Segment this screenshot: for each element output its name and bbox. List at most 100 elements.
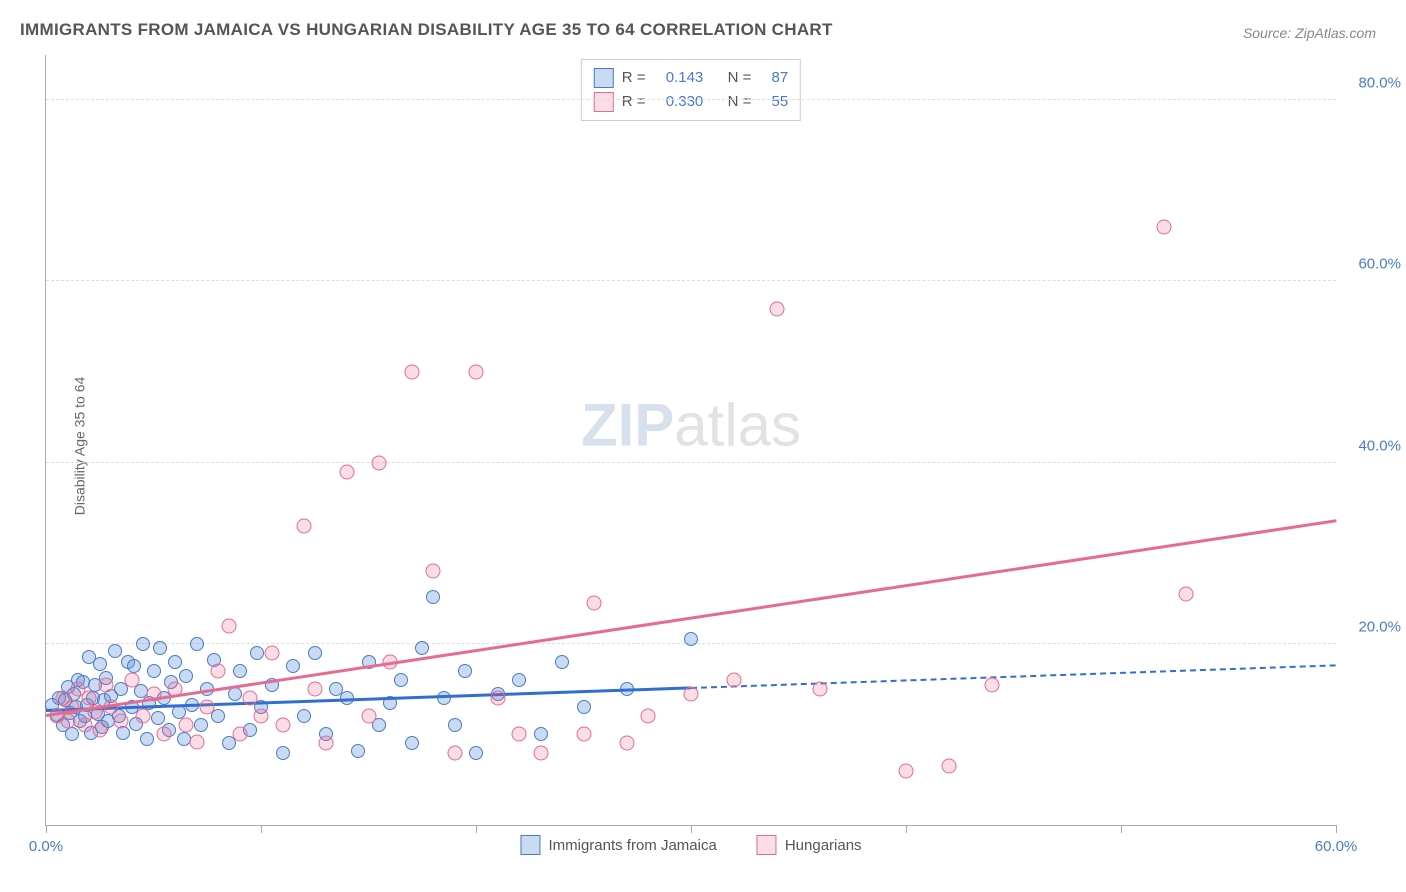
- data-point: [233, 664, 247, 678]
- data-point: [297, 709, 311, 723]
- data-point: [437, 691, 451, 705]
- gridline: [46, 99, 1336, 100]
- gridline: [46, 462, 1336, 463]
- x-tick-label: 60.0%: [1315, 838, 1358, 855]
- legend-item-hungarians: Hungarians: [757, 835, 862, 855]
- data-point: [727, 673, 742, 688]
- data-point: [684, 632, 698, 646]
- data-point: [426, 590, 440, 604]
- data-point: [490, 691, 505, 706]
- data-point: [458, 664, 472, 678]
- data-point: [232, 727, 247, 742]
- swatch-jamaica-bottom: [520, 835, 540, 855]
- data-point: [899, 763, 914, 778]
- legend-item-jamaica: Immigrants from Jamaica: [520, 835, 716, 855]
- data-point: [168, 655, 182, 669]
- data-point: [125, 673, 140, 688]
- x-tick: [691, 825, 692, 833]
- x-tick: [1336, 825, 1337, 833]
- data-point: [179, 669, 193, 683]
- data-point: [99, 677, 114, 692]
- data-point: [512, 673, 526, 687]
- data-point: [469, 365, 484, 380]
- x-tick-label: 0.0%: [29, 838, 63, 855]
- gridline: [46, 280, 1336, 281]
- legend-label: Hungarians: [785, 837, 862, 854]
- x-tick: [476, 825, 477, 833]
- data-point: [770, 301, 785, 316]
- correlation-legend: R = 0.143 N = 87 R = 0.330 N = 55: [581, 59, 801, 121]
- data-point: [372, 455, 387, 470]
- data-point: [276, 746, 290, 760]
- data-point: [136, 637, 150, 651]
- chart-title: IMMIGRANTS FROM JAMAICA VS HUNGARIAN DIS…: [20, 20, 833, 40]
- data-point: [275, 718, 290, 733]
- data-point: [157, 727, 172, 742]
- x-tick: [1121, 825, 1122, 833]
- scatter-plot: ZIPatlas R = 0.143 N = 87 R = 0.330 N = …: [45, 55, 1336, 826]
- y-tick-label: 60.0%: [1358, 256, 1401, 273]
- data-point: [211, 664, 226, 679]
- data-point: [576, 727, 591, 742]
- data-point: [228, 687, 242, 701]
- y-tick-label: 40.0%: [1358, 437, 1401, 454]
- data-point: [405, 736, 419, 750]
- swatch-jamaica: [594, 68, 614, 88]
- data-point: [77, 718, 92, 733]
- data-point: [135, 709, 150, 724]
- data-point: [813, 682, 828, 697]
- data-point: [447, 745, 462, 760]
- data-point: [221, 618, 236, 633]
- data-point: [587, 596, 602, 611]
- data-point: [534, 727, 548, 741]
- x-tick: [906, 825, 907, 833]
- y-tick-label: 80.0%: [1358, 75, 1401, 92]
- data-point: [92, 722, 107, 737]
- data-point: [243, 691, 258, 706]
- data-point: [1178, 587, 1193, 602]
- data-point: [153, 641, 167, 655]
- legend-row-hungarians: R = 0.330 N = 55: [594, 90, 788, 114]
- y-tick-label: 20.0%: [1358, 618, 1401, 635]
- data-point: [127, 659, 141, 673]
- data-point: [942, 759, 957, 774]
- series-legend: Immigrants from Jamaica Hungarians: [520, 835, 861, 855]
- data-point: [512, 727, 527, 742]
- data-point: [340, 464, 355, 479]
- legend-label: Immigrants from Jamaica: [548, 837, 716, 854]
- data-point: [264, 645, 279, 660]
- data-point: [60, 713, 75, 728]
- data-point: [684, 686, 699, 701]
- data-point: [1157, 220, 1172, 235]
- swatch-hungarians-bottom: [757, 835, 777, 855]
- source-attribution: Source: ZipAtlas.com: [1243, 25, 1376, 41]
- data-point: [189, 734, 204, 749]
- data-point: [108, 644, 122, 658]
- data-point: [297, 519, 312, 534]
- data-point: [985, 677, 1000, 692]
- data-point: [619, 736, 634, 751]
- data-point: [190, 637, 204, 651]
- data-point: [351, 744, 365, 758]
- data-point: [641, 709, 656, 724]
- data-point: [577, 700, 591, 714]
- data-point: [533, 745, 548, 760]
- data-point: [286, 659, 300, 673]
- data-point: [254, 709, 269, 724]
- data-point: [93, 657, 107, 671]
- data-point: [469, 746, 483, 760]
- data-point: [404, 365, 419, 380]
- data-point: [151, 711, 165, 725]
- legend-row-jamaica: R = 0.143 N = 87: [594, 66, 788, 90]
- data-point: [178, 718, 193, 733]
- data-point: [308, 646, 322, 660]
- data-point: [147, 664, 161, 678]
- data-point: [250, 646, 264, 660]
- x-tick: [261, 825, 262, 833]
- trend-line-dashed: [691, 664, 1336, 689]
- data-point: [394, 673, 408, 687]
- data-point: [426, 564, 441, 579]
- data-point: [194, 718, 208, 732]
- data-point: [361, 709, 376, 724]
- x-tick: [46, 825, 47, 833]
